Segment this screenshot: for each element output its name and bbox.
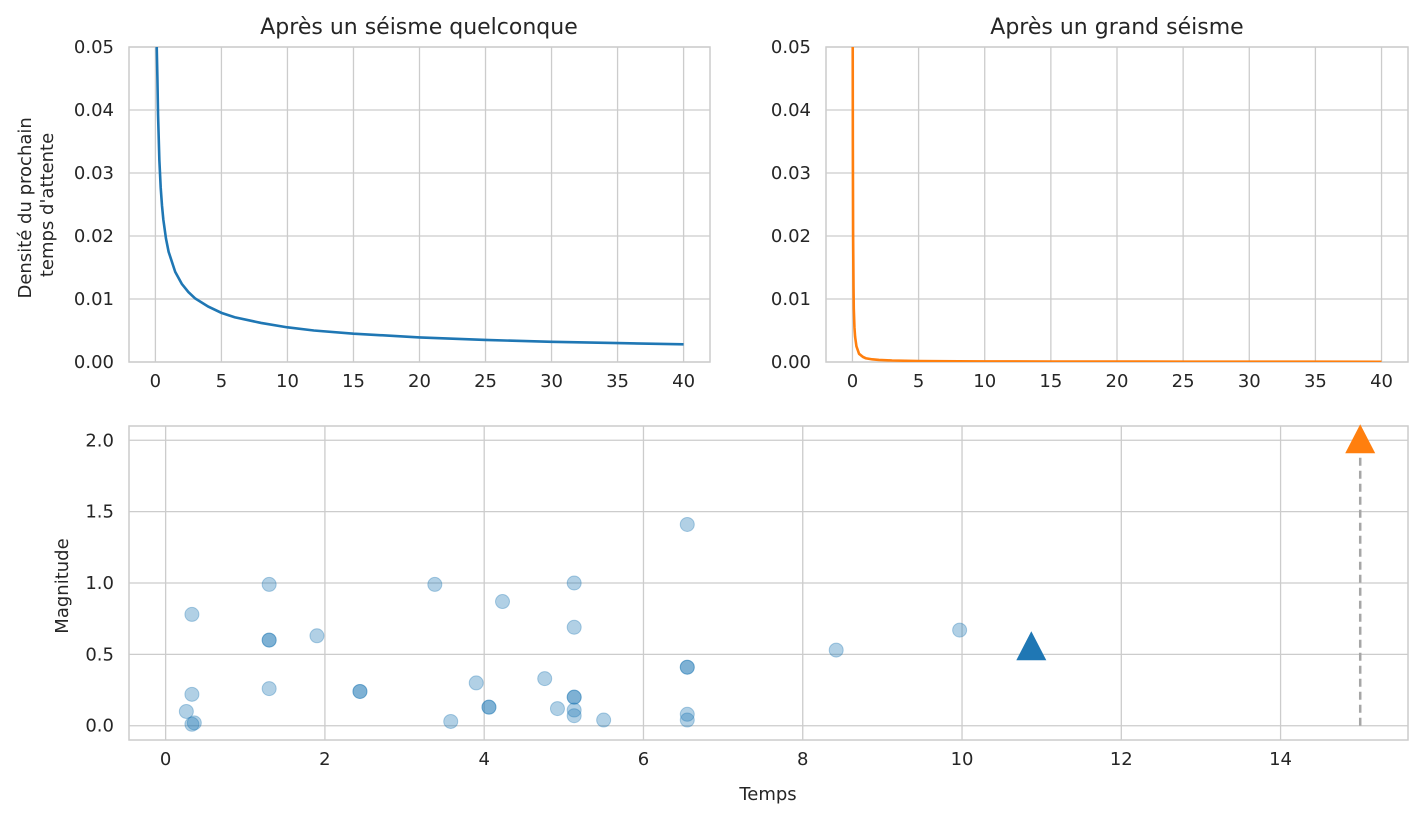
scatter-point: [261, 632, 277, 648]
series-line: [155, 47, 684, 346]
x-tick-label: 30: [540, 371, 563, 392]
chart-1-axes: 0 5 10 15 20 25 30 35 40 0.00 0.01 0.02 0.03 0.04 0.05: [74, 37, 711, 392]
scatter-point: [186, 715, 202, 731]
chart-1-ylabel-line-1: Densité du prochain: [15, 117, 36, 298]
scatter-point: [566, 702, 582, 718]
chart-3-ylabel: Magnitude: [52, 538, 73, 633]
scatter-point: [596, 712, 612, 728]
chart-2-title: Après un grand séisme: [990, 15, 1243, 40]
scatter-point: [352, 683, 368, 699]
triangle-marker: [1016, 631, 1047, 661]
scatter-point: [184, 606, 200, 622]
triangle-marker: [1345, 424, 1376, 454]
y-tick-label: 0.01: [771, 289, 811, 310]
y-tick-label: 1.5: [85, 502, 114, 523]
x-tick-label: 10: [973, 371, 996, 392]
x-tick-label: 25: [474, 371, 497, 392]
y-tick-label: 0.05: [771, 37, 811, 58]
x-tick-label: 15: [342, 371, 365, 392]
y-tick-label: 0.02: [771, 226, 811, 247]
scatter-point: [261, 681, 277, 697]
x-tick-label: 0: [847, 371, 858, 392]
chart-1-ylabel: Densité du prochain temps d'attente: [15, 111, 58, 298]
x-tick-label: 20: [408, 371, 431, 392]
scatter-point: [352, 683, 368, 699]
scatter-point: [566, 689, 582, 705]
y-tick-label: 0.00: [771, 352, 811, 373]
x-tick-label: 8: [797, 749, 808, 770]
x-tick-label: 15: [1039, 371, 1062, 392]
y-tick-label: 0.0: [85, 716, 114, 737]
scatter-point: [481, 699, 497, 715]
scatter-point: [679, 659, 695, 675]
scatter-point: [443, 713, 459, 729]
series-line: [851, 47, 1382, 362]
scatter-point: [566, 619, 582, 635]
scatter-point: [952, 622, 968, 638]
scatter-point: [549, 701, 565, 717]
x-tick-label: 0: [150, 371, 161, 392]
x-tick-label: 30: [1238, 371, 1261, 392]
y-tick-label: 0.01: [74, 289, 114, 310]
scatter-point: [566, 689, 582, 705]
scatter-point: [184, 686, 200, 702]
scatter-point: [679, 712, 695, 728]
scatter-point: [566, 708, 582, 724]
y-tick-label: 0.04: [771, 100, 811, 121]
scatter-point: [261, 632, 277, 648]
y-tick-label: 0.04: [74, 100, 114, 121]
y-tick-label: 0.00: [74, 352, 114, 373]
x-tick-label: 14: [1269, 749, 1292, 770]
x-tick-label: 2: [319, 749, 330, 770]
x-tick-label: 4: [478, 749, 489, 770]
y-tick-label: 0.02: [74, 226, 114, 247]
scatter-point: [566, 575, 582, 591]
x-tick-label: 6: [638, 749, 649, 770]
scatter-point: [309, 628, 325, 644]
scatter-point: [178, 703, 194, 719]
x-tick-label: 35: [606, 371, 629, 392]
scatter-point: [481, 699, 497, 715]
axes-frame: [128, 46, 711, 363]
y-tick-label: 2.0: [85, 430, 114, 451]
x-tick-label: 40: [1370, 371, 1393, 392]
x-tick-label: 35: [1304, 371, 1327, 392]
x-tick-label: 5: [216, 371, 227, 392]
x-tick-label: 20: [1106, 371, 1129, 392]
scatter-point: [679, 706, 695, 722]
axes-frame: [128, 425, 1409, 741]
scatter-point: [427, 576, 443, 592]
y-tick-label: 0.03: [771, 163, 811, 184]
chart-3-xlabel: Temps: [738, 784, 796, 805]
x-tick-label: 0: [160, 749, 171, 770]
x-tick-label: 10: [276, 371, 299, 392]
chart-3-axes: 0 2 4 6 8 10 12 14 0.0 0.5 1.0 1.5 2.0: [85, 424, 1409, 770]
scatter-point: [468, 675, 484, 691]
x-tick-label: 40: [672, 371, 695, 392]
scatter-point: [184, 716, 200, 732]
scatter-point: [495, 594, 511, 610]
scatter-point: [537, 671, 553, 687]
scatter-point: [679, 516, 695, 532]
scatter-point: [679, 659, 695, 675]
chart-2-axes: 0 5 10 15 20 25 30 35 40 0.00 0.01 0.02 0.03 0.04 0.05: [771, 37, 1409, 392]
y-tick-label: 0.05: [74, 37, 114, 58]
x-tick-label: 12: [1110, 749, 1133, 770]
x-tick-label: 5: [913, 371, 924, 392]
y-tick-label: 1.0: [85, 573, 114, 594]
x-tick-label: 25: [1172, 371, 1195, 392]
scatter-point: [261, 576, 277, 592]
scatter-point: [828, 642, 844, 658]
x-tick-label: 10: [951, 749, 974, 770]
y-tick-label: 0.03: [74, 163, 114, 184]
y-tick-label: 0.5: [85, 644, 114, 665]
chart-1-ylabel-line-2: temps d'attente: [37, 133, 58, 277]
chart-1-title: Après un séisme quelconque: [260, 15, 577, 40]
